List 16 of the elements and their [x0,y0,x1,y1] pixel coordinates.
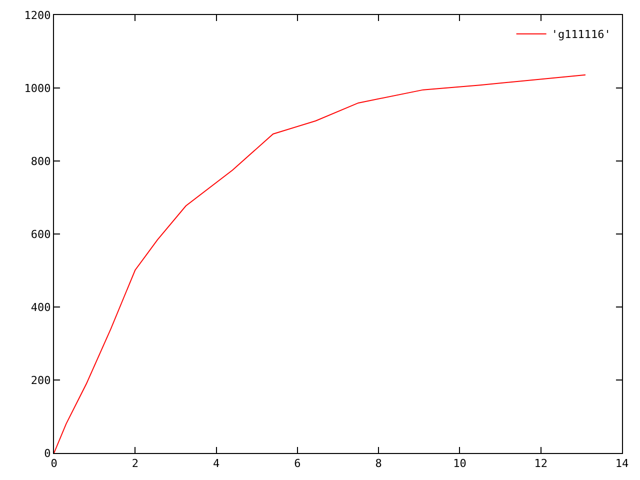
y-tick-label: 1200 [24,8,51,22]
x-tick-label: 6 [294,457,301,470]
legend-label: 'g111116' [551,28,611,42]
x-tick-label: 2 [132,457,138,470]
x-tick-label: 12 [534,457,548,470]
y-tick-label: 0 [44,446,51,460]
x-tick-label: 8 [375,457,382,470]
y-tick-label: 200 [30,374,51,387]
y-tick-label: 800 [30,154,51,168]
y-tick-label: 1000 [24,82,51,95]
x-tick-label: 10 [453,457,466,470]
x-tick-label: 4 [212,457,220,470]
y-tick-label: 600 [30,228,51,241]
y-tick-label: 400 [30,300,51,314]
line-series [54,74,586,453]
x-tick-label: 14 [615,457,629,470]
